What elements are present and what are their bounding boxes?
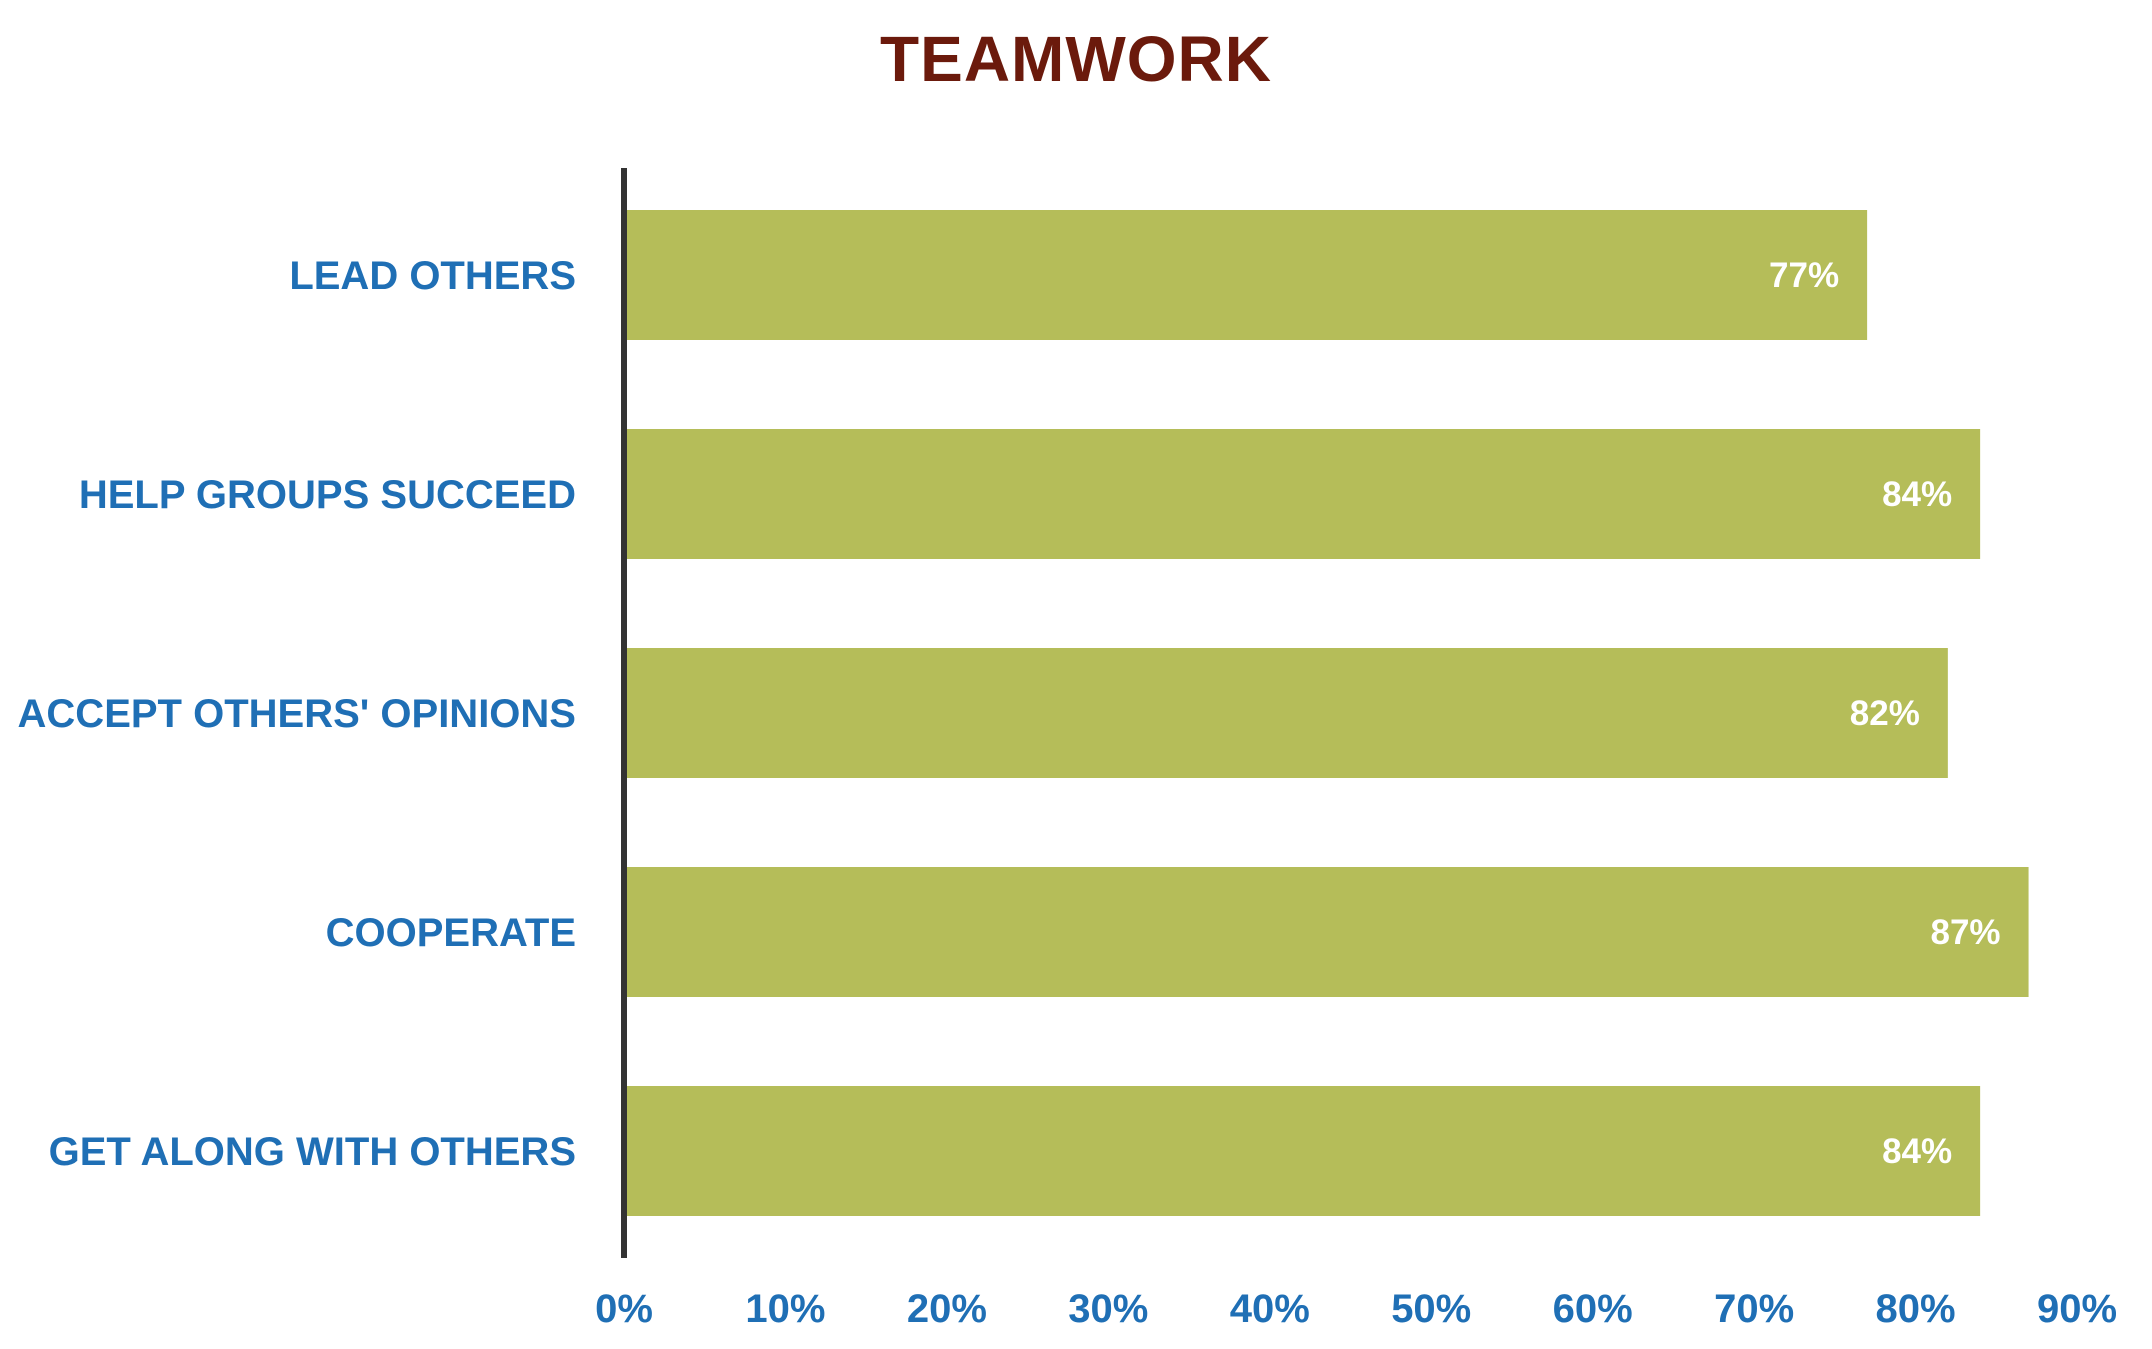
x-tick-label: 30% bbox=[1068, 1287, 1148, 1331]
category-label: HELP GROUPS SUCCEED bbox=[79, 473, 576, 517]
bar bbox=[624, 867, 2029, 997]
x-tick-label: 60% bbox=[1553, 1287, 1633, 1331]
x-tick-label: 20% bbox=[907, 1287, 987, 1331]
x-tick-label: 10% bbox=[745, 1287, 825, 1331]
x-tick-label: 50% bbox=[1391, 1287, 1471, 1331]
category-label: LEAD OTHERS bbox=[289, 254, 576, 298]
x-tick-label: 90% bbox=[2037, 1287, 2117, 1331]
bar bbox=[624, 429, 1981, 559]
bar bbox=[624, 1086, 1981, 1216]
chart-title: TEAMWORK bbox=[880, 23, 1272, 95]
bars-layer bbox=[624, 210, 2029, 1216]
data-label: 84% bbox=[1882, 475, 1952, 514]
data-label: 82% bbox=[1850, 694, 1920, 733]
category-label: COOPERATE bbox=[326, 911, 576, 955]
category-label: ACCEPT OTHERS' OPINIONS bbox=[18, 692, 576, 736]
data-label: 84% bbox=[1882, 1132, 1952, 1171]
x-tick-label: 70% bbox=[1714, 1287, 1794, 1331]
bar bbox=[624, 210, 1868, 340]
x-tick-label: 80% bbox=[1876, 1287, 1956, 1331]
data-label: 87% bbox=[1931, 913, 2001, 952]
x-tick-label: 0% bbox=[595, 1287, 653, 1331]
x-tick-label: 40% bbox=[1230, 1287, 1310, 1331]
labels-layer: LEAD OTHERS 77% HELP GROUPS SUCCEED 84% ACCE… bbox=[18, 254, 2118, 1331]
bar bbox=[624, 648, 1948, 778]
data-label: 77% bbox=[1769, 256, 1839, 295]
category-label: GET ALONG WITH OTHERS bbox=[49, 1130, 576, 1174]
